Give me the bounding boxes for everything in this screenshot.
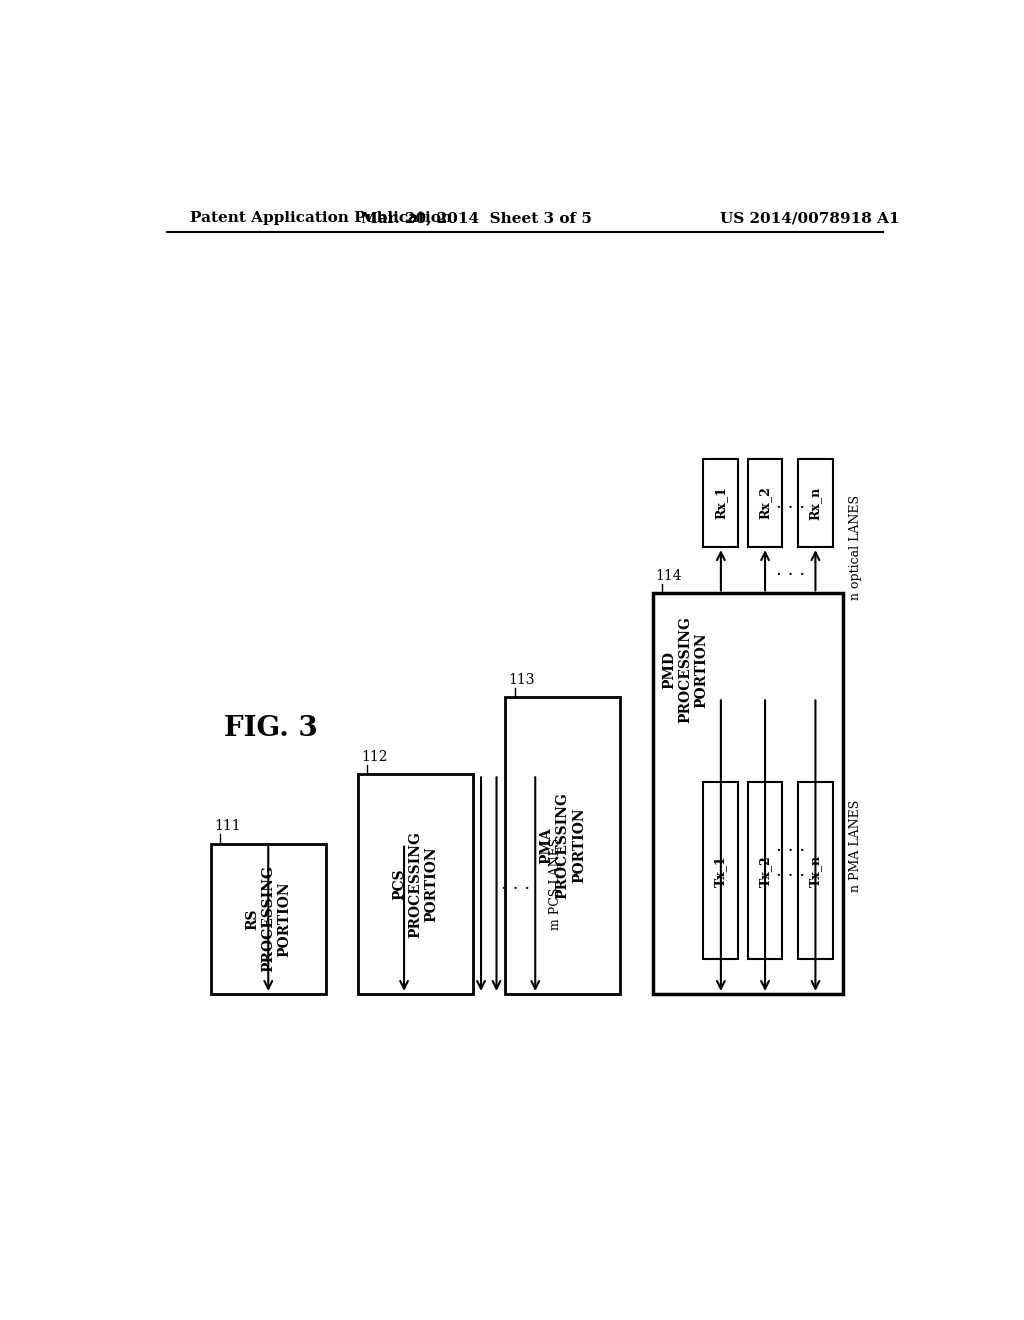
Text: Tx_1: Tx_1: [715, 855, 727, 887]
Bar: [798, 459, 833, 548]
Bar: [748, 781, 782, 960]
Text: Mar. 20, 2014  Sheet 3 of 5: Mar. 20, 2014 Sheet 3 of 5: [361, 211, 592, 226]
Text: n optical LANES: n optical LANES: [849, 495, 862, 599]
Bar: [652, 594, 843, 994]
Text: 112: 112: [361, 750, 388, 763]
Text: Tx_n: Tx_n: [809, 854, 822, 887]
Text: 114: 114: [655, 569, 682, 582]
Text: Rx_n: Rx_n: [809, 486, 822, 520]
Text: PMA
PROCESSING
PORTION: PMA PROCESSING PORTION: [540, 792, 586, 899]
Text: Patent Application Publication: Patent Application Publication: [190, 211, 452, 226]
Text: . . .: . . .: [775, 561, 805, 579]
Text: RS
PROCESSING
PORTION: RS PROCESSING PORTION: [245, 866, 292, 973]
Bar: [703, 781, 738, 960]
Text: Tx_2: Tx_2: [759, 855, 771, 887]
Text: m PCS LANES: m PCS LANES: [549, 838, 562, 931]
Bar: [211, 843, 326, 994]
Text: . . .: . . .: [775, 494, 805, 512]
Text: n PMA LANES: n PMA LANES: [849, 800, 862, 892]
Text: PMD
PROCESSING
PORTION: PMD PROCESSING PORTION: [663, 616, 709, 723]
Bar: [703, 459, 738, 548]
Text: PCS
PROCESSING
PORTION: PCS PROCESSING PORTION: [392, 830, 438, 937]
Text: 111: 111: [214, 818, 241, 833]
Text: FIG. 3: FIG. 3: [224, 714, 318, 742]
Text: . . .: . . .: [775, 837, 805, 854]
Bar: [798, 781, 833, 960]
Bar: [748, 459, 782, 548]
Text: Rx_2: Rx_2: [759, 487, 771, 519]
Text: . . .: . . .: [775, 862, 805, 879]
Bar: [358, 775, 473, 994]
Text: . . .: . . .: [502, 875, 530, 894]
Text: Rx_1: Rx_1: [715, 487, 727, 519]
Text: 113: 113: [509, 673, 535, 686]
Text: US 2014/0078918 A1: US 2014/0078918 A1: [720, 211, 900, 226]
Bar: [506, 697, 621, 994]
